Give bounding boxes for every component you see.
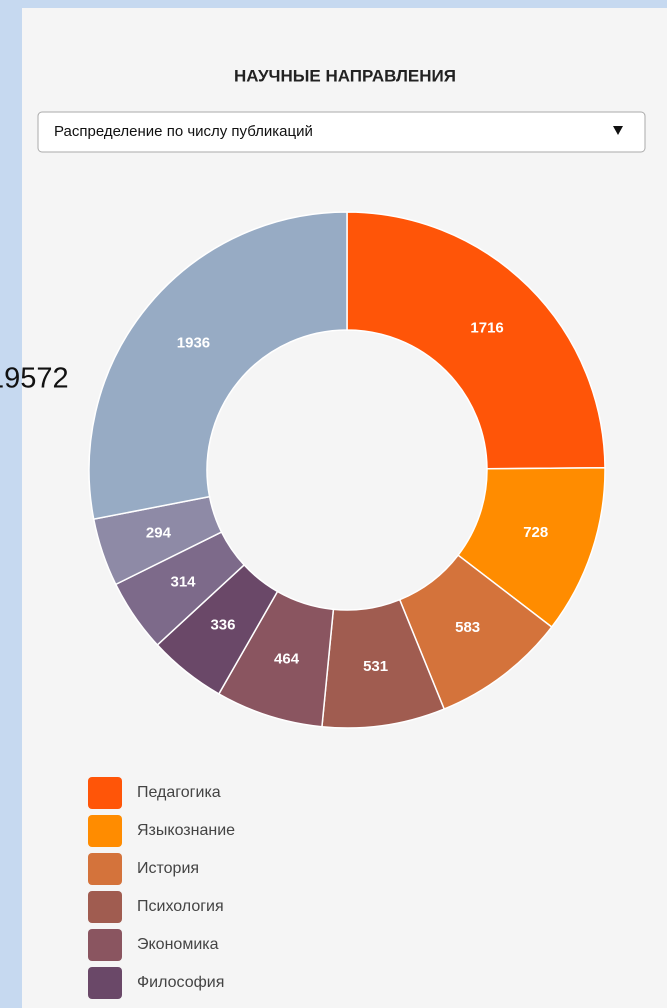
data-label: 464: [274, 651, 300, 668]
legend-label: Педагогика: [137, 784, 221, 801]
annotation: 19572: [0, 363, 69, 395]
dropdown[interactable]: Распределение по числу публикаций: [37, 111, 646, 153]
data-label: 583: [455, 619, 480, 636]
legend-swatch: [88, 853, 122, 885]
legend-label: История: [137, 860, 199, 877]
dropdown-text[interactable]: Распределение по числу публикаций: [54, 123, 313, 140]
legend-label: Языкознание: [137, 822, 235, 839]
dropdown-box[interactable]: [37, 111, 646, 153]
chart-title: НАУЧНЫЕ НАПРАВЛЕНИЯ: [234, 66, 456, 85]
legend-swatch: [88, 967, 122, 999]
data-label: 1936: [177, 334, 210, 351]
dropdown-arrow[interactable]: [613, 126, 623, 135]
donut: 1716 728 583 531 464 336 314 294 1936: [88, 211, 606, 729]
legend: Педагогика Языкознание История Психология Эк…: [88, 777, 235, 999]
legend-swatch: [88, 777, 122, 809]
data-label: 1716: [470, 320, 503, 337]
legend-swatch: [88, 929, 122, 961]
data-label: 531: [363, 658, 388, 675]
data-label: 728: [523, 524, 548, 541]
legend-swatch: [88, 815, 122, 847]
legend-label: Философия: [137, 974, 224, 991]
legend-label: Экономика: [137, 936, 219, 953]
data-label: 294: [146, 525, 172, 542]
legend-label: Психология: [137, 898, 224, 915]
data-label: 336: [210, 617, 235, 634]
legend-swatch: [88, 891, 122, 923]
donut-slice: [346, 211, 606, 470]
data-label: 314: [170, 574, 196, 591]
donut-slice: [88, 211, 348, 521]
